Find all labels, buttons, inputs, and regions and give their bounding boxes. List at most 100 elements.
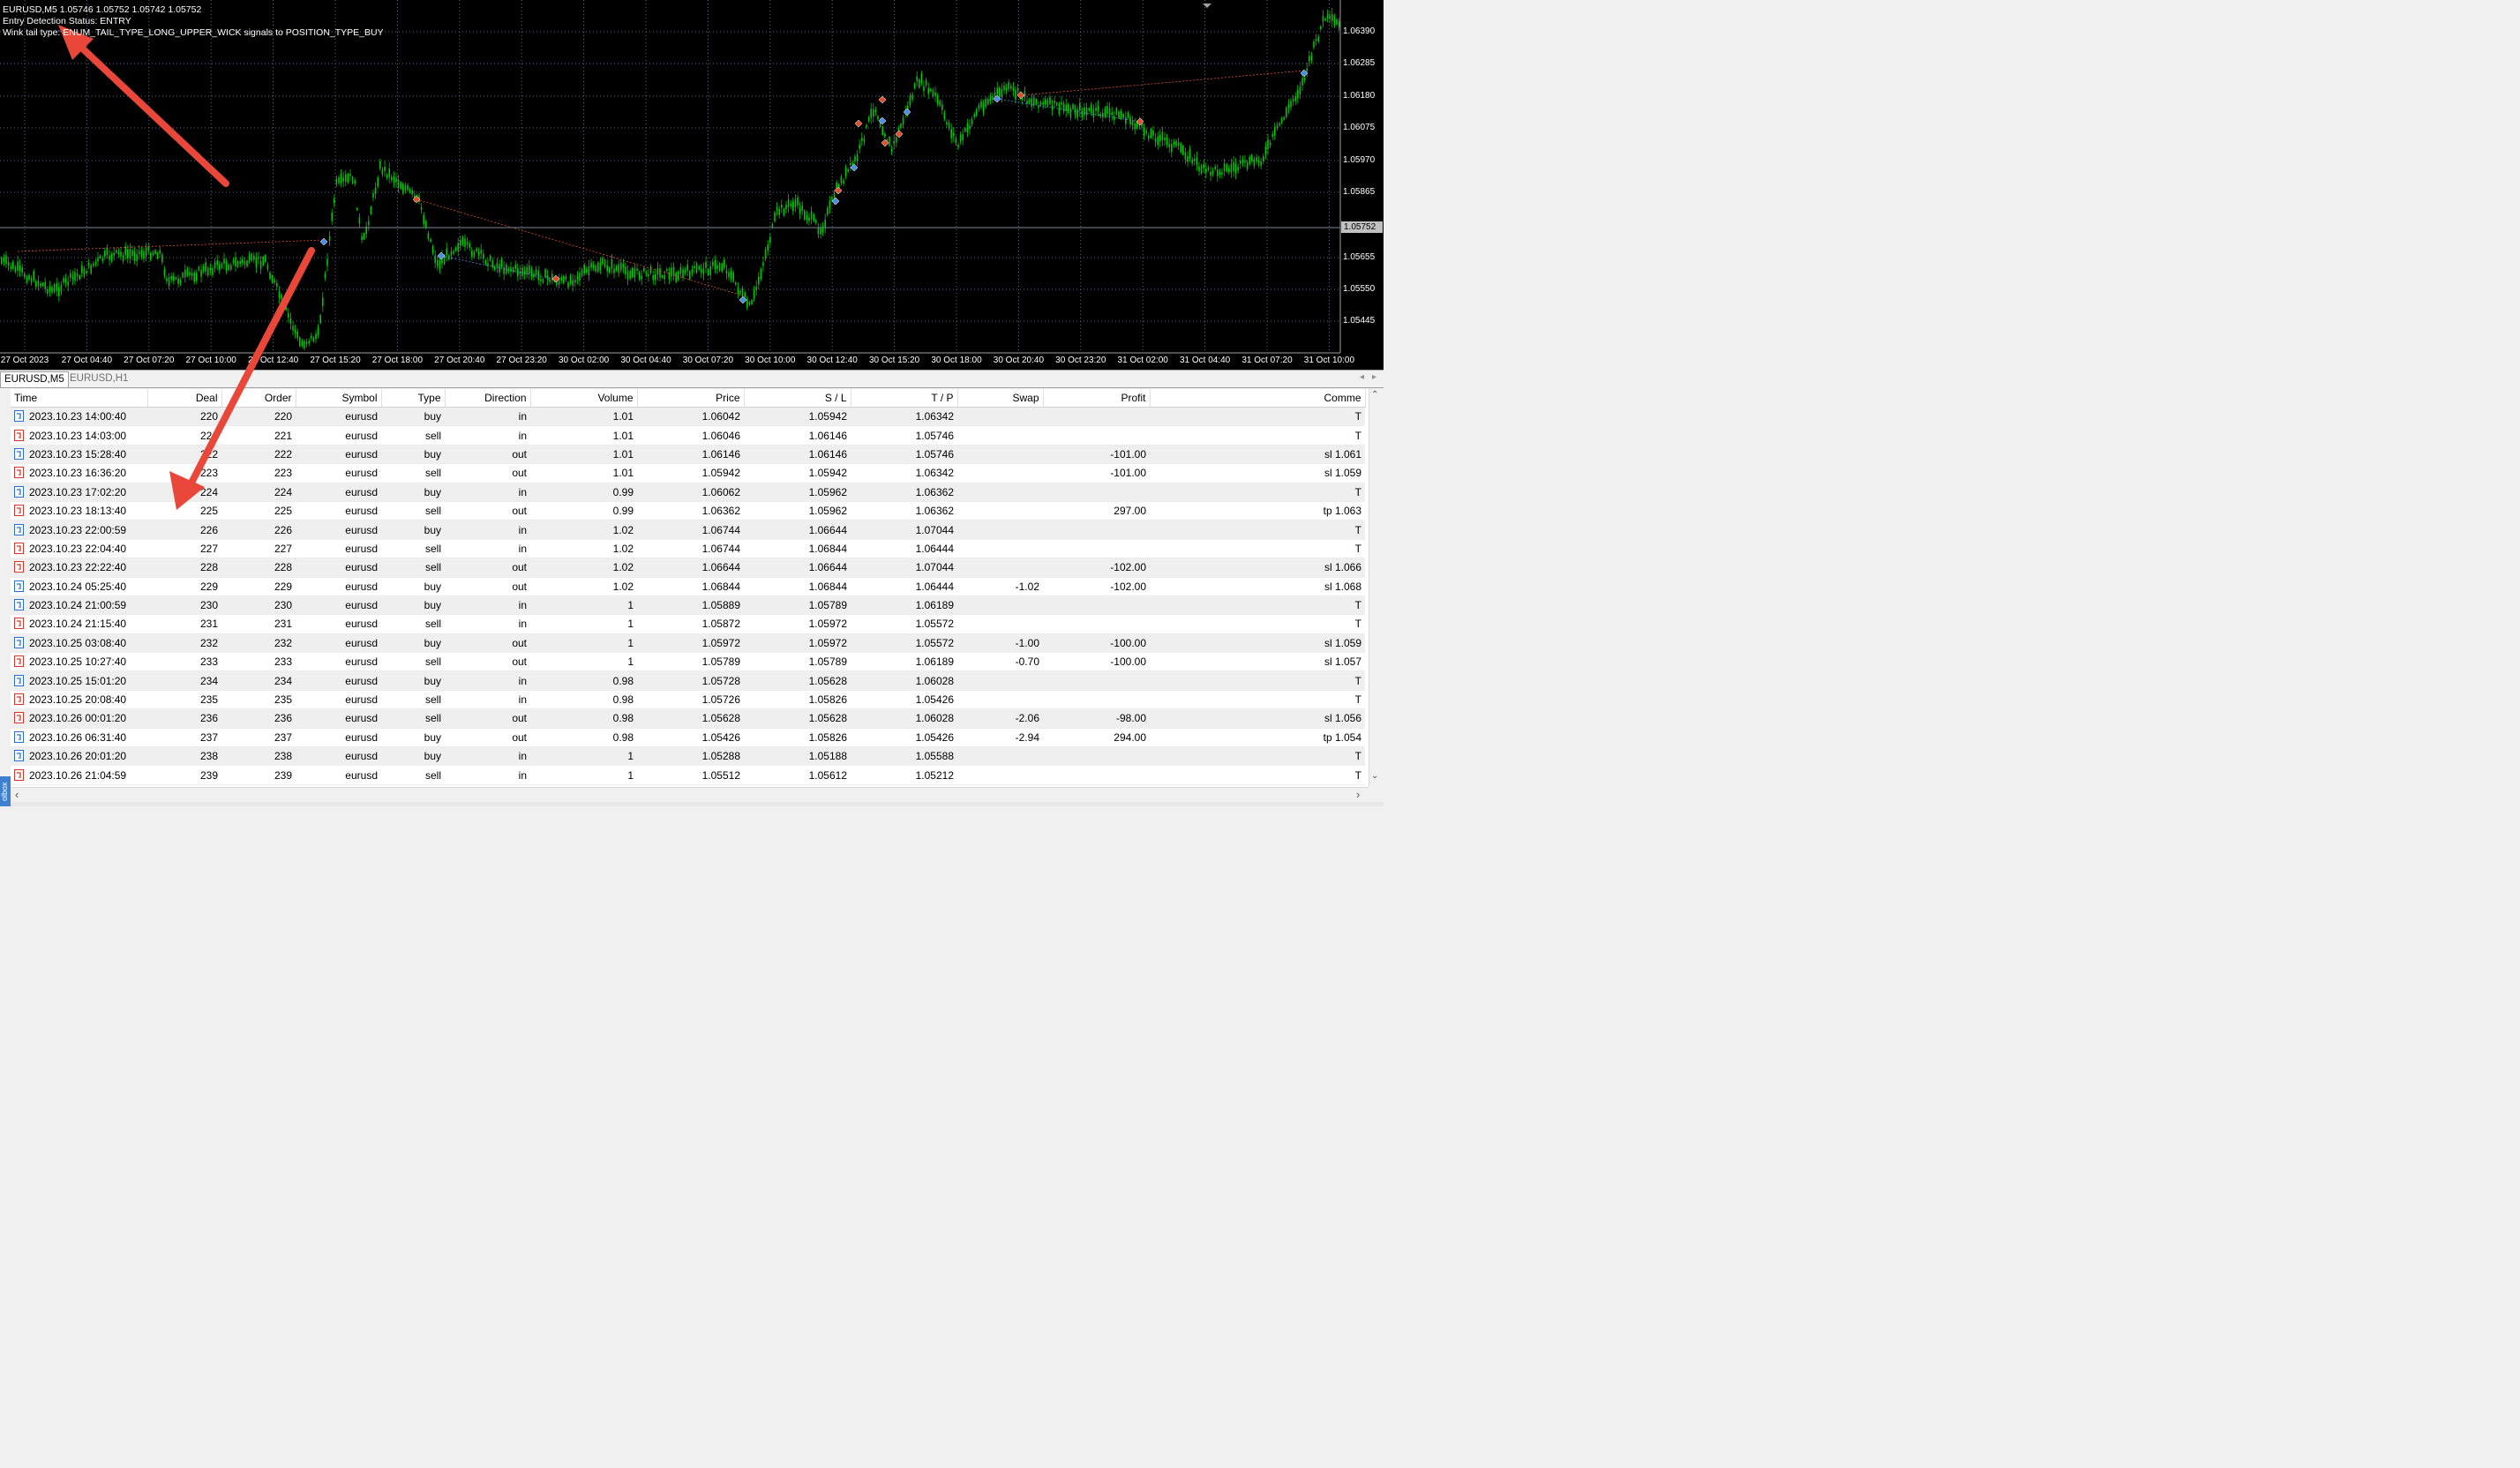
cell-symbol: eurusd (296, 425, 381, 446)
table-row[interactable]: 2023.10.23 18:13:40 225 225 eurusd sell out 0.… (11, 501, 1365, 521)
tab-eurusd-m5[interactable]: EURUSD,M5 (0, 371, 69, 387)
table-row[interactable]: 2023.10.25 15:01:20 234 234 eurusd buy in 0.98… (11, 670, 1365, 691)
column-header-direction[interactable]: Direction (445, 389, 531, 408)
table-row[interactable]: 2023.10.23 14:00:40 220 220 eurusd buy in 1.01… (11, 407, 1365, 427)
table-row[interactable]: 2023.10.25 03:08:40 232 232 eurusd buy out 1 1.… (11, 633, 1365, 654)
column-header-time[interactable]: Time (11, 389, 148, 408)
column-header-comment[interactable]: Comme (1150, 389, 1366, 408)
sell-marker[interactable] (1016, 91, 1025, 100)
column-header-tp[interactable]: T / P (851, 389, 958, 408)
cell-price: 1.05726 (637, 690, 744, 710)
buy-marker[interactable] (319, 237, 328, 246)
table-row[interactable]: 2023.10.25 10:27:40 233 233 eurusd sell out 1 1… (11, 652, 1365, 672)
table-row[interactable]: 2023.10.25 20:08:40 235 235 eurusd sell in 0.9… (11, 690, 1365, 710)
buy-marker[interactable] (993, 94, 1001, 103)
cell-direction: out (445, 728, 530, 748)
table-row[interactable]: 2023.10.24 21:15:40 231 231 eurusd sell in 1 1.… (11, 614, 1365, 634)
cell-sl: 1.05789 (744, 652, 851, 672)
column-header-profit[interactable]: Profit (1043, 389, 1151, 408)
cell-comment: T (1150, 746, 1365, 767)
sell-marker[interactable] (878, 95, 887, 104)
cell-sl: 1.05188 (744, 746, 851, 767)
scroll-right-icon[interactable]: › (1356, 788, 1361, 801)
scroll-left-icon[interactable]: ‹ (15, 788, 19, 801)
scroll-up-icon[interactable]: ⌃ (1371, 390, 1379, 400)
cell-symbol: eurusd (296, 501, 381, 521)
cell-volume: 0.98 (530, 670, 637, 691)
cell-comment: T (1150, 539, 1365, 559)
chart-shift-marker[interactable] (1203, 4, 1211, 8)
table-row[interactable]: 2023.10.26 06:31:40 237 237 eurusd buy out 0.9… (11, 728, 1365, 748)
price-tick-label: 1.06390 (1343, 26, 1376, 36)
cell-comment: sl 1.057 (1150, 652, 1365, 672)
table-row[interactable]: 2023.10.23 17:02:20 224 224 eurusd buy in 0.99… (11, 483, 1365, 502)
cell-symbol: eurusd (296, 728, 381, 748)
buy-marker[interactable] (878, 116, 887, 125)
table-row[interactable]: 2023.10.26 21:04:59 239 239 eurusd sell in 1 1.… (11, 765, 1365, 785)
buy-marker[interactable] (903, 108, 911, 116)
column-header-price[interactable]: Price (637, 389, 745, 408)
table-row[interactable]: 2023.10.24 05:25:40 229 229 eurusd buy out 1.0… (11, 577, 1365, 596)
cell-profit (1043, 483, 1150, 502)
table-row[interactable]: 2023.10.26 20:01:20 238 238 eurusd buy in 1 1.0… (11, 746, 1365, 767)
cell-order: 233 (221, 652, 296, 672)
cell-comment: sl 1.061 (1150, 445, 1365, 465)
horizontal-scrollbar[interactable]: ‹ › (11, 787, 1369, 803)
table-row[interactable]: 2023.10.23 15:28:40 222 222 eurusd buy out 1.0… (11, 445, 1365, 465)
tab-eurusd-h1[interactable]: EURUSD,H1 (70, 373, 129, 384)
sell-marker[interactable] (895, 130, 904, 139)
cell-tp: 1.07044 (851, 558, 957, 578)
column-header-deal[interactable]: Deal (147, 389, 222, 408)
tab-scroll-left-icon[interactable]: ◂ (1360, 372, 1365, 382)
cell-profit: -101.00 (1043, 463, 1150, 483)
sell-marker[interactable] (551, 274, 560, 283)
sell-marker[interactable] (834, 186, 843, 195)
cell-swap: -2.06 (957, 708, 1043, 729)
buy-marker[interactable] (437, 251, 446, 260)
column-header-type[interactable]: Type (381, 389, 446, 408)
column-header-swap[interactable]: Swap (957, 389, 1044, 408)
column-header-order[interactable]: Order (221, 389, 296, 408)
chart-canvas[interactable] (0, 0, 1384, 370)
cell-swap: -2.94 (957, 728, 1043, 748)
table-row[interactable]: 2023.10.24 21:00:59 230 230 eurusd buy in 1 1.0… (11, 595, 1365, 616)
buy-marker[interactable] (831, 197, 840, 206)
sell-marker[interactable] (854, 119, 863, 128)
cell-order: 239 (221, 765, 296, 785)
cell-time: 2023.10.26 06:31:40 (11, 728, 147, 748)
cell-time-text: 2023.10.23 22:04:40 (29, 542, 127, 555)
sell-marker[interactable] (412, 195, 421, 204)
sell-marker[interactable] (881, 139, 889, 147)
cell-deal: 234 (147, 670, 221, 691)
cell-time: 2023.10.25 20:08:40 (11, 690, 147, 710)
sell-marker[interactable] (1136, 117, 1144, 126)
table-row[interactable]: 2023.10.23 16:36:20 223 223 eurusd sell out 1.… (11, 463, 1365, 483)
table-row[interactable]: 2023.10.23 22:04:40 227 227 eurusd sell in 1.0… (11, 539, 1365, 559)
buy-marker[interactable] (850, 163, 859, 172)
cell-deal: 221 (147, 425, 221, 446)
sell-deal-icon (14, 618, 24, 630)
cell-price: 1.05728 (637, 670, 744, 691)
time-tick-label: 31 Oct 10:00 (1303, 356, 1355, 365)
cell-symbol: eurusd (296, 595, 381, 616)
cell-direction: in (445, 520, 530, 540)
table-row[interactable]: 2023.10.23 22:22:40 228 228 eurusd sell out 1.… (11, 558, 1365, 578)
toolbox-tabs-strip (11, 802, 1384, 806)
buy-marker[interactable] (739, 296, 747, 304)
sell-deal-icon (14, 467, 24, 479)
cell-time: 2023.10.23 14:00:40 (11, 407, 147, 427)
table-row[interactable]: 2023.10.23 22:00:59 226 226 eurusd buy in 1.02… (11, 520, 1365, 540)
column-header-symbol[interactable]: Symbol (296, 389, 382, 408)
buy-marker[interactable] (1300, 69, 1309, 78)
scroll-down-icon[interactable]: ⌄ (1371, 771, 1379, 781)
column-header-sl[interactable]: S / L (744, 389, 851, 408)
toolbox-tab[interactable]: olbox (0, 776, 11, 806)
vertical-scrollbar[interactable]: ⌃ ⌄ (1369, 389, 1384, 787)
table-row[interactable]: 2023.10.23 14:03:00 221 221 eurusd sell in 1.0… (11, 425, 1365, 446)
price-chart[interactable]: EURUSD,M5 1.05746 1.05752 1.05742 1.0575… (0, 0, 1384, 370)
tab-scroll-right-icon[interactable]: ▸ (1372, 372, 1377, 382)
cell-order: 235 (221, 690, 296, 710)
cell-type: buy (381, 746, 445, 767)
column-header-volume[interactable]: Volume (530, 389, 638, 408)
table-row[interactable]: 2023.10.26 00:01:20 236 236 eurusd sell out 0.… (11, 708, 1365, 729)
